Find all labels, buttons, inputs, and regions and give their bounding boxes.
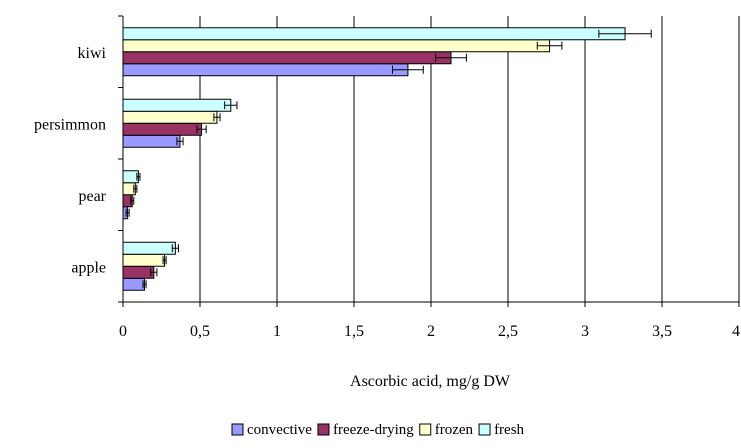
bar-kiwi-fresh bbox=[122, 27, 626, 41]
bar-apple-frozen bbox=[122, 253, 166, 267]
x-tick-label: 1 bbox=[273, 323, 281, 340]
x-tick-label: 2,5 bbox=[498, 323, 518, 340]
bars bbox=[122, 27, 652, 291]
x-tick-label: 0 bbox=[119, 323, 127, 340]
legend-label-convective: convective bbox=[247, 422, 312, 438]
bar-persimmon-frozen bbox=[122, 110, 218, 124]
bar-pear-fresh bbox=[122, 170, 139, 184]
x-tick-label: 4 bbox=[732, 323, 740, 340]
legend-swatch-freeze-drying bbox=[317, 423, 330, 436]
legend-swatch-convective bbox=[231, 423, 244, 436]
category-label-persimmon: persimmon bbox=[34, 116, 106, 133]
legend-label-frozen: frozen bbox=[435, 422, 474, 438]
x-tick-label: 2 bbox=[427, 323, 435, 340]
x-tick-label: 3,5 bbox=[652, 323, 672, 340]
category-label-kiwi: kiwi bbox=[78, 45, 107, 62]
legend-swatch-fresh bbox=[478, 423, 491, 436]
bar-apple-fresh bbox=[122, 241, 176, 255]
category-label-pear: pear bbox=[78, 188, 106, 205]
axis-labels: kiwi persimmon pear apple 0 0,5 1 1,5 2 2,5 3 3,5 4 bbox=[34, 45, 740, 340]
bar-persimmon-convective bbox=[122, 134, 181, 148]
legend-label-fresh: fresh bbox=[494, 422, 524, 438]
bar-kiwi-frozen bbox=[122, 39, 551, 53]
category-label-apple: apple bbox=[71, 259, 106, 276]
bar-persimmon-fresh bbox=[122, 98, 232, 112]
x-tick-label: 0,5 bbox=[190, 323, 210, 340]
legend: convective freeze-drying frozen fresh bbox=[231, 422, 525, 438]
bar-kiwi-convective bbox=[122, 63, 409, 77]
legend-label-freeze-drying: freeze-drying bbox=[333, 422, 414, 438]
x-tick-label: 1,5 bbox=[344, 323, 364, 340]
bar-apple-convective bbox=[122, 277, 146, 291]
bar-persimmon-freeze-drying bbox=[122, 122, 203, 136]
bar-kiwi-freeze-drying bbox=[122, 51, 452, 65]
x-axis-title: Ascorbic acid, mg/g DW bbox=[350, 373, 511, 390]
axes bbox=[118, 15, 740, 307]
legend-swatch-frozen bbox=[419, 423, 432, 436]
bar-apple-freeze-drying bbox=[122, 265, 155, 279]
x-tick-label: 3 bbox=[581, 323, 589, 340]
